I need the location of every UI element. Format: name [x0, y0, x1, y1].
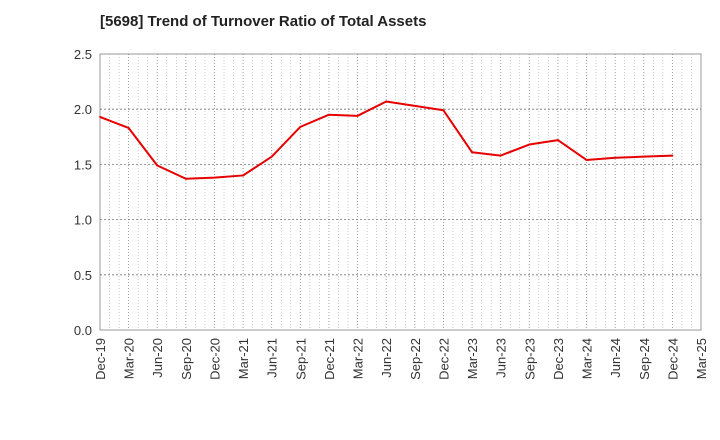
x-tick-label: Jun-21 — [265, 338, 280, 378]
x-tick-label: Mar-24 — [580, 338, 595, 379]
x-tick-label: Sep-22 — [408, 338, 423, 380]
data-point — [471, 151, 473, 154]
data-point — [242, 174, 244, 177]
x-tick-label: Sep-23 — [522, 338, 537, 380]
x-tick-label: Dec-19 — [93, 338, 108, 380]
x-tick-label: Dec-24 — [665, 338, 680, 380]
plot-area — [99, 53, 702, 331]
data-point — [614, 156, 617, 159]
data-point — [671, 154, 674, 157]
y-tick-label: 1.0 — [74, 213, 92, 228]
data-point — [413, 104, 416, 107]
y-tick-label: 2.0 — [74, 102, 92, 117]
y-tick-label: 0.5 — [74, 268, 92, 283]
data-point — [385, 100, 388, 103]
data-point — [557, 139, 559, 142]
data-point — [299, 125, 302, 128]
data-point — [213, 176, 216, 179]
x-tick-label: Mar-23 — [465, 338, 480, 379]
x-tick-label: Mar-20 — [122, 338, 137, 379]
y-tick-label: 2.5 — [74, 47, 92, 62]
data-point — [642, 155, 645, 158]
data-point — [528, 143, 531, 146]
data-point — [442, 109, 445, 112]
y-tick-label: 1.5 — [74, 157, 92, 172]
data-point — [356, 114, 359, 117]
x-tick-label: Dec-20 — [207, 338, 222, 380]
x-tick-label: Sep-21 — [293, 338, 308, 380]
data-point — [184, 177, 187, 180]
x-tick-label: Sep-24 — [637, 338, 652, 380]
x-tick-label: Jun-22 — [379, 338, 394, 378]
x-tick-label: Mar-25 — [694, 338, 709, 379]
x-tick-label: Jun-20 — [150, 338, 165, 378]
data-point — [99, 116, 101, 118]
data-point — [127, 127, 130, 129]
x-tick-label: Jun-23 — [494, 338, 509, 378]
y-tick-label: 0.0 — [74, 323, 92, 338]
x-tick-label: Dec-22 — [436, 338, 451, 380]
x-tick-label: Dec-21 — [322, 338, 337, 380]
chart-title: [5698] Trend of Turnover Ratio of Total … — [100, 13, 427, 30]
data-point — [585, 159, 588, 161]
x-tick-label: Mar-22 — [351, 338, 366, 379]
data-point — [499, 154, 502, 157]
x-tick-label: Mar-21 — [236, 338, 251, 379]
data-point — [270, 155, 273, 158]
x-tick-label: Dec-23 — [551, 338, 566, 380]
x-tick-label: Jun-24 — [608, 338, 623, 378]
data-point — [156, 164, 159, 167]
data-point — [328, 113, 330, 116]
x-tick-label: Sep-20 — [179, 338, 194, 380]
